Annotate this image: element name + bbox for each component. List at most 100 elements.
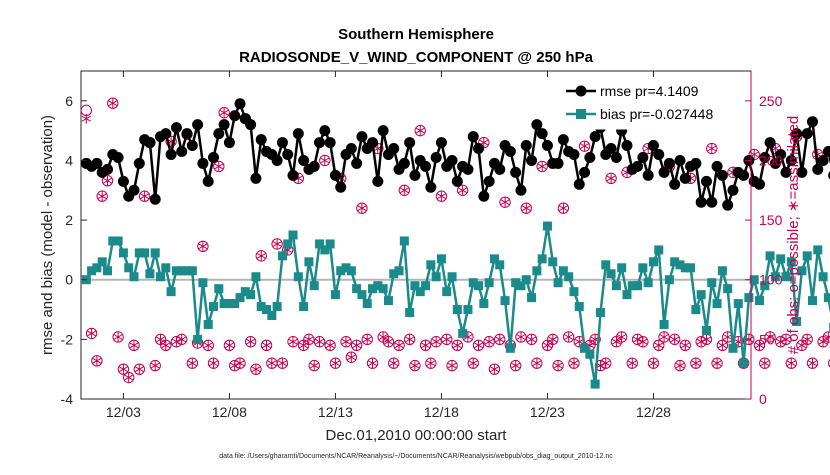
obs-possible-marker — [509, 359, 522, 372]
rmse-point — [276, 137, 288, 149]
bias-point — [765, 251, 775, 261]
bias-point — [701, 325, 711, 335]
obs-assimilated-marker — [346, 352, 356, 363]
obs-possible-marker — [472, 339, 485, 352]
bias-point — [733, 299, 743, 309]
y2-tick-label: 0 — [759, 391, 767, 407]
rmse-point — [319, 125, 331, 137]
bias-point — [309, 281, 319, 291]
y-tick-label: 0 — [65, 272, 73, 288]
bias-point — [691, 305, 701, 315]
obs-assimilated-marker — [129, 340, 139, 351]
bias-point — [410, 281, 420, 291]
rmse-point — [218, 119, 230, 131]
rmse-point — [425, 181, 437, 193]
obs-assimilated-marker — [420, 340, 431, 351]
obs-assimilated-marker — [765, 332, 775, 342]
obs-possible-marker — [244, 336, 257, 348]
rmse-point — [536, 128, 548, 140]
obs-possible-marker — [578, 140, 591, 152]
bias-point — [262, 305, 272, 315]
bias-point — [357, 290, 367, 300]
obs-assimilated-marker — [330, 358, 341, 369]
rmse-point — [298, 154, 310, 166]
obs-possible-marker — [96, 190, 108, 202]
obs-possible-marker — [668, 333, 681, 346]
obs-possible-marker — [356, 202, 368, 214]
obs-assimilated-marker — [399, 185, 409, 196]
bias-point — [219, 299, 229, 309]
bias-point — [108, 236, 118, 246]
bias-point — [553, 278, 563, 288]
bias-point — [325, 239, 335, 249]
bias-point — [452, 305, 462, 315]
obs-assimilated-marker — [696, 336, 706, 347]
obs-assimilated-marker — [670, 334, 680, 345]
rmse-point — [780, 166, 792, 178]
obs-assimilated-marker — [187, 358, 197, 369]
obs-assimilated-marker — [579, 141, 590, 152]
bias-point — [511, 278, 521, 288]
bias-point — [113, 236, 123, 246]
obs-possible-marker — [536, 160, 548, 173]
obs-possible-marker — [653, 339, 665, 352]
obs-assimilated-marker — [823, 332, 830, 342]
obs-possible-marker — [223, 339, 236, 352]
obs-possible-marker — [340, 336, 352, 348]
bias-point — [209, 302, 219, 312]
obs-assimilated-marker — [352, 340, 362, 351]
rmse-point — [541, 140, 553, 152]
obs-possible-marker — [827, 358, 830, 368]
obs-possible-marker — [350, 339, 363, 352]
obs-assimilated-marker — [627, 358, 637, 369]
obs-possible-marker — [160, 339, 172, 352]
bias-point — [198, 278, 208, 288]
rmse-series — [80, 98, 830, 211]
obs-possible-marker — [467, 357, 479, 369]
obs-possible-marker — [218, 107, 230, 119]
bias-point — [707, 278, 717, 288]
rmse-point — [165, 148, 177, 160]
obs-possible-marker — [276, 357, 289, 369]
obs-possible-marker — [430, 336, 442, 348]
rmse-point — [605, 143, 617, 155]
bias-point — [521, 275, 531, 285]
bias-point — [442, 287, 452, 297]
bias-point — [431, 272, 441, 282]
bias-point — [479, 299, 489, 309]
obs-assimilated-marker — [484, 336, 494, 347]
obs-possible-marker — [706, 142, 718, 155]
rmse-point — [192, 119, 204, 131]
obs-possible-marker — [425, 357, 437, 369]
bias-point — [717, 266, 727, 276]
obs-assimilated-marker — [701, 334, 712, 345]
obs-possible-marker — [499, 196, 511, 208]
obs-assimilated-marker — [378, 332, 388, 342]
bias-point — [346, 266, 356, 276]
obs-assimilated-marker — [818, 336, 828, 347]
obs-assimilated-marker — [325, 340, 335, 351]
obs-assimilated-marker — [314, 336, 325, 347]
bias-point — [87, 266, 97, 276]
rmse-point — [812, 163, 824, 175]
obs-assimilated-marker — [224, 340, 234, 351]
bias-point — [177, 266, 187, 276]
rmse-point — [345, 143, 357, 155]
bias-point — [723, 284, 733, 294]
rmse-point — [706, 196, 718, 208]
obs-assimilated-marker — [569, 358, 579, 369]
rmse-point — [160, 128, 172, 140]
obs-assimilated-marker — [362, 334, 372, 345]
obs-assimilated-marker — [601, 358, 611, 369]
rmse-point — [727, 184, 739, 196]
obs-possible-marker — [674, 359, 686, 372]
obs-assimilated-marker — [124, 372, 134, 383]
rmse-point — [208, 151, 220, 163]
obs-assimilated-marker — [383, 336, 394, 347]
bias-point — [224, 299, 234, 309]
rmse-point — [769, 157, 781, 169]
bias-point — [606, 269, 616, 279]
y-tick-label: -4 — [61, 391, 74, 407]
obs-possible-marker — [361, 333, 373, 346]
bias-point — [500, 296, 510, 306]
